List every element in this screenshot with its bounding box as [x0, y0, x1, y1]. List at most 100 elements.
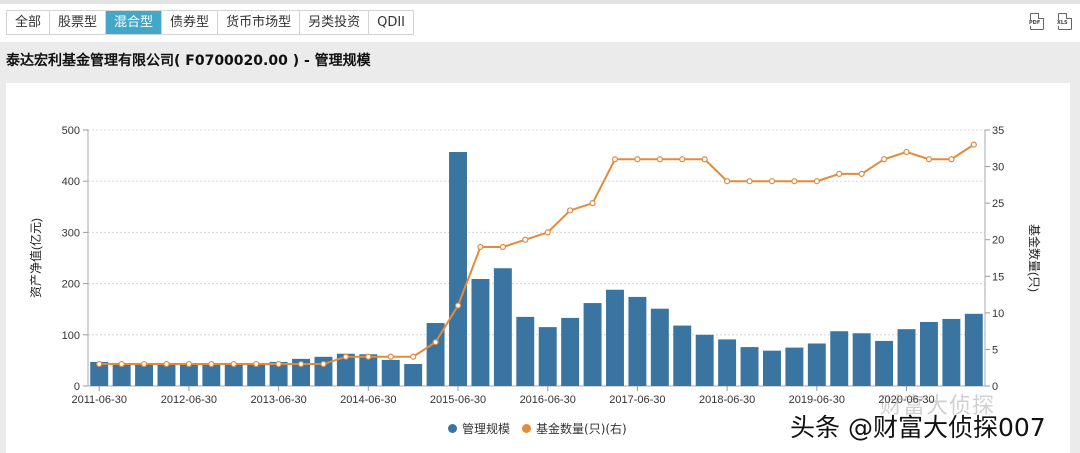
line-point[interactable]	[611, 156, 619, 163]
line-point[interactable]	[163, 360, 170, 368]
line-point[interactable]	[185, 360, 193, 368]
bar[interactable]	[247, 365, 266, 386]
bar[interactable]	[404, 363, 423, 386]
y2-tick-label: 0	[992, 381, 998, 393]
bar[interactable]	[561, 317, 580, 386]
line-point[interactable]	[365, 353, 372, 360]
bar[interactable]	[673, 325, 692, 386]
bar[interactable]	[292, 358, 311, 386]
line-point[interactable]	[320, 360, 327, 368]
line-point[interactable]	[589, 200, 596, 207]
bar[interactable]	[202, 365, 221, 386]
bar[interactable]	[269, 361, 288, 386]
y-tick-label: 0	[74, 381, 80, 393]
bar[interactable]	[224, 365, 243, 386]
chart-legend: 管理规模 基金数量(只)(右)	[448, 420, 627, 437]
line-point[interactable]	[499, 243, 506, 251]
bar[interactable]	[718, 339, 737, 386]
bar[interactable]	[471, 278, 490, 386]
line-point[interactable]	[477, 243, 484, 251]
top-toolbar: 全部 股票型 混合型 债券型 货币市场型 另类投资 QDII PDF XLS	[0, 0, 1080, 42]
bar[interactable]	[157, 365, 176, 386]
bar[interactable]	[875, 340, 894, 386]
line-point[interactable]	[230, 360, 237, 368]
bar[interactable]	[942, 318, 961, 386]
line-point[interactable]	[342, 353, 349, 360]
bar[interactable]	[381, 359, 400, 386]
bar[interactable]	[852, 333, 871, 386]
line-point[interactable]	[880, 156, 888, 163]
line-point[interactable]	[858, 170, 865, 177]
line-point[interactable]	[387, 353, 394, 360]
pdf-export-icon[interactable]: PDF	[1028, 13, 1044, 30]
tab-4[interactable]: 货币市场型	[218, 11, 301, 34]
tab-5[interactable]: 另类投资	[300, 11, 370, 34]
line-point[interactable]	[297, 360, 305, 368]
line-point[interactable]	[208, 360, 215, 368]
bar[interactable]	[426, 323, 445, 386]
bar[interactable]	[516, 316, 535, 386]
x-tick-label: 2017-06-30	[609, 394, 665, 406]
legend-item-bar[interactable]: 管理规模	[448, 420, 510, 437]
bar[interactable]	[90, 361, 109, 386]
line-point[interactable]	[118, 360, 125, 368]
xls-export-icon[interactable]: XLS	[1056, 13, 1072, 30]
tab-1[interactable]: 股票型	[50, 11, 107, 34]
line-point[interactable]	[679, 156, 686, 163]
y2-axis-title: 基金数量(只)	[1027, 224, 1042, 292]
bar[interactable]	[919, 322, 938, 386]
bar[interactable]	[538, 327, 557, 386]
line-point[interactable]	[432, 339, 439, 346]
bar[interactable]	[897, 329, 916, 386]
bar[interactable]	[179, 365, 198, 386]
line-point[interactable]	[791, 178, 798, 185]
line-point[interactable]	[410, 353, 417, 360]
tab-0[interactable]: 全部	[7, 11, 51, 34]
line-point[interactable]	[634, 156, 641, 163]
bar[interactable]	[336, 353, 355, 386]
x-tick-label: 2019-06-30	[789, 394, 845, 406]
bar[interactable]	[583, 303, 602, 386]
line-point[interactable]	[140, 360, 148, 368]
line-point[interactable]	[970, 141, 977, 148]
tab-3[interactable]: 债券型	[162, 11, 219, 34]
bar[interactable]	[493, 268, 512, 386]
bar[interactable]	[762, 350, 781, 386]
bar[interactable]	[964, 313, 983, 386]
bar[interactable]	[135, 365, 154, 386]
line-point[interactable]	[903, 148, 910, 156]
line-point[interactable]	[522, 236, 529, 243]
bar[interactable]	[785, 347, 804, 386]
tab-6[interactable]: QDII	[377, 15, 406, 30]
line-point[interactable]	[746, 178, 753, 185]
line-point[interactable]	[768, 178, 776, 185]
line-point[interactable]	[544, 229, 551, 236]
line-point[interactable]	[701, 156, 708, 163]
legend-item-line[interactable]: 基金数量(只)(右)	[522, 420, 627, 437]
line-point[interactable]	[454, 302, 462, 309]
tab-2[interactable]: 混合型	[106, 11, 163, 34]
bar[interactable]	[449, 152, 467, 386]
line-point[interactable]	[656, 156, 663, 163]
line-point[interactable]	[567, 207, 574, 214]
bar[interactable]	[359, 354, 378, 386]
line-point[interactable]	[836, 170, 843, 177]
bar[interactable]	[650, 308, 669, 386]
y2-tick-label: 15	[992, 271, 1004, 283]
line-point[interactable]	[925, 156, 933, 163]
line-point[interactable]	[253, 360, 260, 368]
faint-watermark: 财富大侦探	[880, 394, 996, 419]
bar[interactable]	[830, 331, 849, 386]
line-point[interactable]	[275, 360, 282, 368]
bar[interactable]	[807, 343, 826, 386]
line-point[interactable]	[724, 178, 731, 185]
bar[interactable]	[606, 289, 624, 386]
bar[interactable]	[628, 296, 647, 386]
line-point[interactable]	[948, 156, 955, 163]
bar[interactable]	[695, 334, 714, 386]
line-point[interactable]	[96, 360, 103, 368]
chart-card	[6, 83, 1070, 453]
bar[interactable]	[740, 347, 759, 386]
line-point[interactable]	[813, 178, 820, 185]
bar[interactable]	[112, 365, 131, 386]
